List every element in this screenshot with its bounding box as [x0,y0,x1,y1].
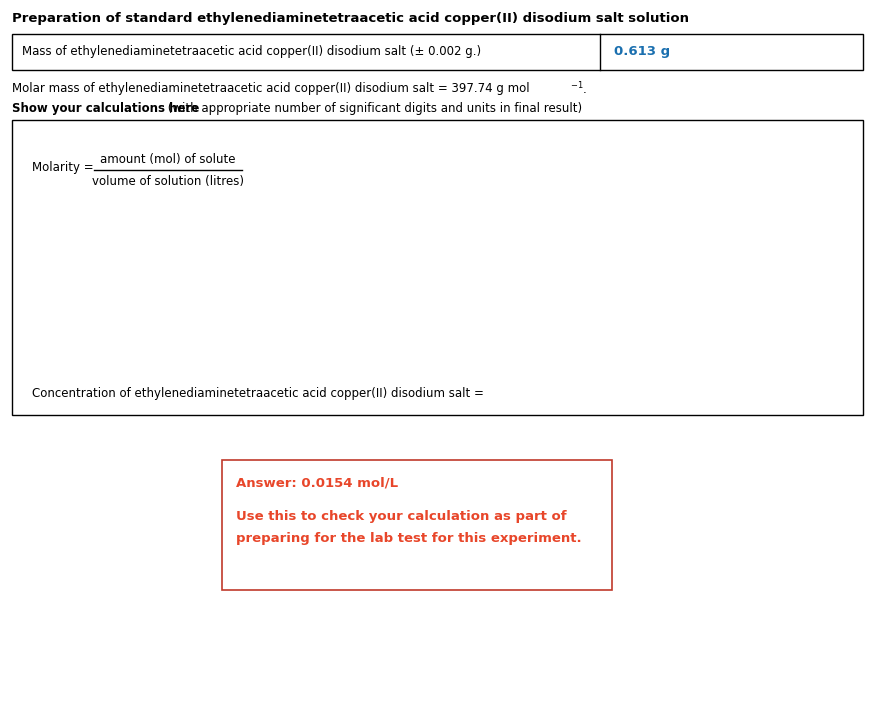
Text: Mass of ethylenediaminetetraacetic acid copper(II) disodium salt (± 0.002 g.): Mass of ethylenediaminetetraacetic acid … [22,46,481,58]
Text: Answer: 0.0154 mol/L: Answer: 0.0154 mol/L [236,476,398,489]
FancyBboxPatch shape [12,34,863,70]
Text: Molarity =: Molarity = [32,161,94,175]
Text: Show your calculations here: Show your calculations here [12,102,199,115]
Text: preparing for the lab test for this experiment.: preparing for the lab test for this expe… [236,532,581,545]
Text: volume of solution (litres): volume of solution (litres) [92,175,244,189]
Text: Use this to check your calculation as part of: Use this to check your calculation as pa… [236,510,567,523]
Text: 0.613 g: 0.613 g [614,46,670,58]
Text: (with appropriate number of significant digits and units in final result): (with appropriate number of significant … [164,102,582,115]
Text: amount (mol) of solute: amount (mol) of solute [100,154,236,167]
Text: Concentration of ethylenediaminetetraacetic acid copper(II) disodium salt =: Concentration of ethylenediaminetetraace… [32,386,484,400]
FancyBboxPatch shape [12,120,863,415]
Text: $^{-1}$.: $^{-1}$. [570,81,587,97]
Text: Molar mass of ethylenediaminetetraacetic acid copper(II) disodium salt = 397.74 : Molar mass of ethylenediaminetetraacetic… [12,82,530,95]
FancyBboxPatch shape [222,460,612,590]
Text: Preparation of standard ethylenediaminetetraacetic acid copper(II) disodium salt: Preparation of standard ethylenediaminet… [12,12,689,25]
